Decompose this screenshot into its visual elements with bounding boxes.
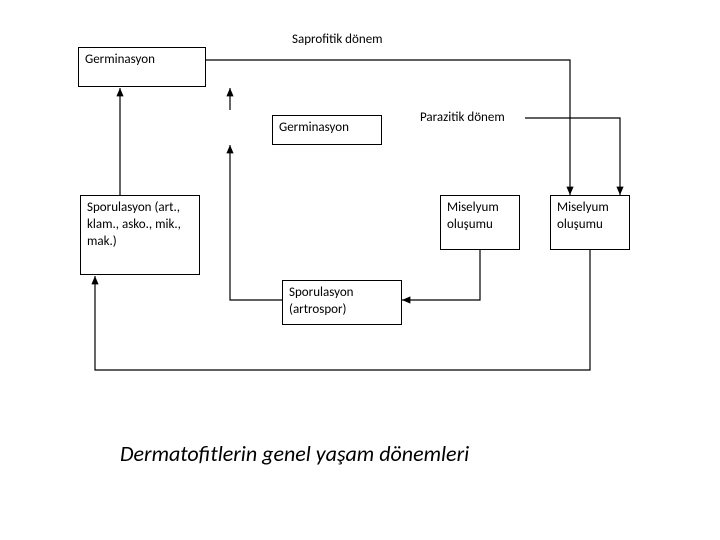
edge-parazitik-to-miselyum2 [525,118,620,195]
node-label: Sporulasyon (art., klam., asko., mik., m… [87,200,181,249]
label-saprofitik-donem: Saprofitik dönem [292,32,383,47]
edge-germ1-to-miselyum [206,60,570,195]
node-label: Germinasyon [85,52,155,67]
node-sporulasyon-1: Sporulasyon (art., klam., asko., mik., m… [80,195,200,275]
node-miselyum-2: Miselyum oluşumu [550,195,630,250]
node-label: Sporulasyon (artrospor) [289,285,354,317]
edge-sporulasyon2-up [230,145,282,300]
node-label: Miselyum oluşumu [447,200,499,232]
node-germinasyon-2: Germinasyon [272,115,382,145]
diagram-caption: Dermatofitlerin genel yaşam dönemleri [120,440,469,467]
node-germinasyon-1: Germinasyon [78,47,206,87]
edge-miselyum1-to-sporulasyon2 [402,250,480,300]
node-sporulasyon-2: Sporulasyon (artrospor) [282,280,402,325]
label-text: Parazitik dönem [420,110,505,125]
node-label: Germinasyon [279,120,349,135]
label-parazitik-donem: Parazitik dönem [420,110,505,125]
label-text: Saprofitik dönem [292,32,383,47]
caption-text: Dermatofitlerin genel yaşam dönemleri [120,440,469,467]
node-miselyum-1: Miselyum oluşumu [440,195,520,250]
node-label: Miselyum oluşumu [557,200,609,232]
